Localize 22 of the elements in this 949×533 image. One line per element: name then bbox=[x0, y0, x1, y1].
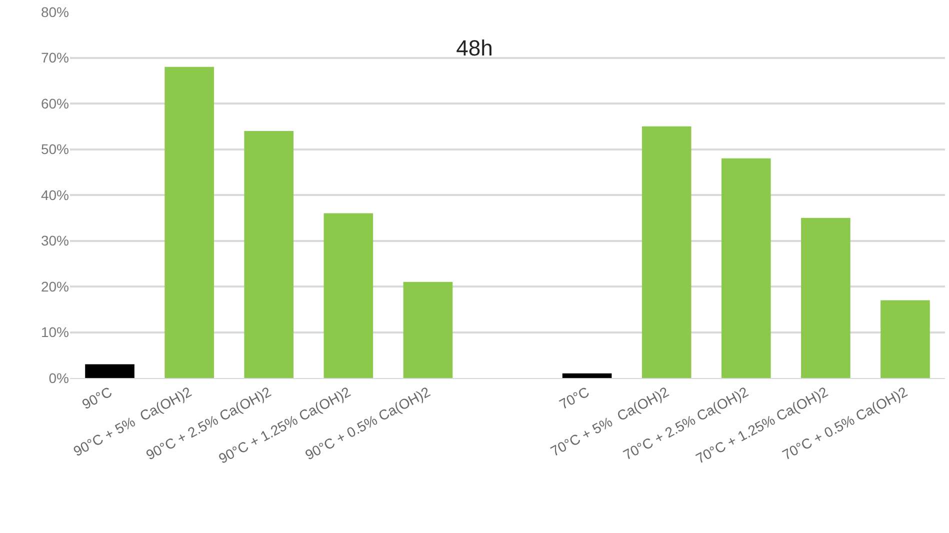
y-tick-label: 0% bbox=[48, 370, 69, 386]
x-tick-label: 90°C bbox=[79, 384, 114, 412]
y-tick-label: 60% bbox=[40, 95, 69, 112]
y-tick-label: 20% bbox=[40, 278, 69, 294]
bar bbox=[642, 126, 692, 378]
bar bbox=[164, 66, 214, 378]
y-tick-label: 10% bbox=[40, 324, 69, 340]
bar bbox=[801, 218, 850, 378]
text: 48h bbox=[456, 35, 493, 60]
bar bbox=[562, 373, 612, 378]
bar bbox=[324, 213, 374, 378]
bar bbox=[85, 364, 134, 378]
y-tick-label: 30% bbox=[40, 232, 69, 249]
y-tick-label: 80% bbox=[40, 4, 69, 20]
y-tick-label: 40% bbox=[40, 186, 69, 203]
bar bbox=[880, 300, 930, 378]
bar bbox=[721, 158, 771, 378]
y-tick-label: 70% bbox=[40, 50, 69, 66]
bar bbox=[244, 130, 294, 378]
x-tick-label: 70°C bbox=[556, 384, 592, 412]
y-tick-label: 50% bbox=[40, 141, 69, 158]
bar bbox=[403, 282, 453, 378]
